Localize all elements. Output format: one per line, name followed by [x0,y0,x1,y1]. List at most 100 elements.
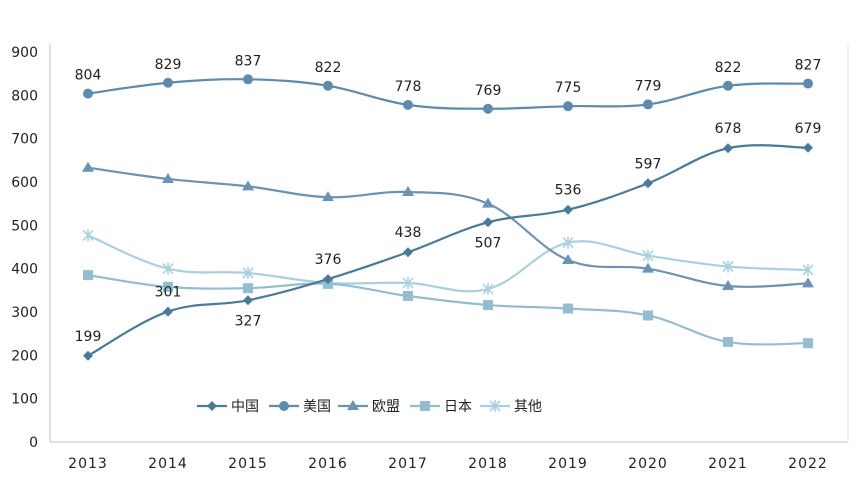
legend-label: 欧盟 [372,399,400,415]
data-point-marker [403,290,413,301]
data-label: 597 [635,156,662,172]
data-label: 327 [235,313,262,329]
legend-label: 其他 [514,399,542,415]
data-point-marker [83,350,93,361]
data-point-marker [723,80,733,91]
x-tick-label: 2015 [228,456,268,472]
x-tick-label: 2016 [308,456,348,472]
data-label: 822 [315,60,342,76]
data-point-marker [802,263,814,276]
data-point-marker [562,236,574,249]
y-tick-label: 700 [11,132,38,148]
x-tick-label: 2014 [148,456,188,472]
data-label-layer: 199 301 327 376 438 507 536 597 678 679 804 829 837 8… [75,53,822,344]
data-point-marker [483,103,493,114]
series-line [87,78,809,110]
legend-swatch-marker [489,400,501,412]
data-label: 827 [795,58,822,74]
data-label: 301 [155,285,182,301]
y-tick-label: 400 [11,262,38,278]
data-point-marker [563,101,573,112]
data-point-marker [482,197,494,208]
data-point-marker [243,295,253,306]
data-point-marker [163,281,173,292]
data-point-marker [323,80,333,91]
y-tick-label: 900 [11,45,38,61]
data-label: 779 [635,78,662,94]
data-label: 778 [395,79,422,95]
data-label: 769 [475,83,502,99]
data-point-marker [802,277,814,288]
data-point-marker [643,178,653,189]
data-point-marker [323,274,333,285]
legend-item: 美国 [269,399,331,415]
legend-item: 日本 [410,399,472,415]
data-label: 507 [475,235,502,251]
legend-label: 中国 [231,399,259,415]
x-tick-label: 2017 [388,456,428,472]
legend-item: 其他 [480,399,542,415]
series-2 [83,74,813,114]
data-point-marker [82,161,94,172]
data-point-marker [723,143,733,154]
data-label: 837 [235,53,262,69]
series-line [87,166,809,288]
x-tick-label: 2019 [548,456,588,472]
series-1 [83,142,813,361]
data-point-marker [722,260,734,273]
data-point-marker [322,191,334,202]
legend-label: 日本 [444,399,472,415]
legend: 中国 美国 欧盟 日本 其他 [197,399,542,415]
data-point-marker [643,99,653,110]
data-point-marker [803,78,813,89]
x-tick-label: 2022 [788,456,828,472]
data-point-marker [403,247,413,258]
series-line [87,274,809,346]
data-label: 438 [395,225,422,241]
legend-swatch-marker [420,401,430,411]
data-point-marker [483,300,493,311]
y-tick-label: 300 [11,305,38,321]
x-tick-label: 2021 [708,456,748,472]
legend-label: 美国 [303,399,331,415]
y-tick-label: 100 [11,392,38,408]
data-point-marker [242,267,254,279]
data-label: 536 [555,183,582,199]
data-point-marker [162,262,174,275]
data-point-marker [403,99,413,110]
legend-swatch-marker [279,401,289,411]
x-tick-label: 2013 [68,456,108,472]
data-point-marker [803,142,813,153]
data-label: 678 [715,121,742,137]
data-point-marker [483,217,493,228]
data-label: 199 [75,329,102,345]
y-tick-label: 0 [29,435,38,451]
data-point-marker [722,280,734,290]
data-point-marker [402,276,414,289]
data-point-marker [163,306,173,317]
series-layer [82,74,814,361]
data-point-marker [563,303,573,314]
data-label: 376 [315,252,342,268]
data-point-marker [642,262,654,273]
data-label: 679 [795,121,822,137]
legend-item: 中国 [197,399,259,415]
data-label: 804 [75,68,102,84]
series-5 [82,229,814,296]
data-point-marker [723,336,733,347]
data-point-marker [163,77,173,88]
data-point-marker [243,74,253,85]
data-label: 829 [155,57,182,73]
data-point-marker [242,180,254,191]
series-3 [82,161,814,290]
y-tick-label: 200 [11,348,38,364]
y-tick-label: 600 [11,175,38,191]
data-point-marker [402,185,414,196]
data-point-marker [482,283,494,296]
data-point-marker [563,204,573,215]
data-point-marker [83,270,93,281]
series-line [87,144,809,357]
data-point-marker [803,338,813,349]
series-line [87,234,809,293]
